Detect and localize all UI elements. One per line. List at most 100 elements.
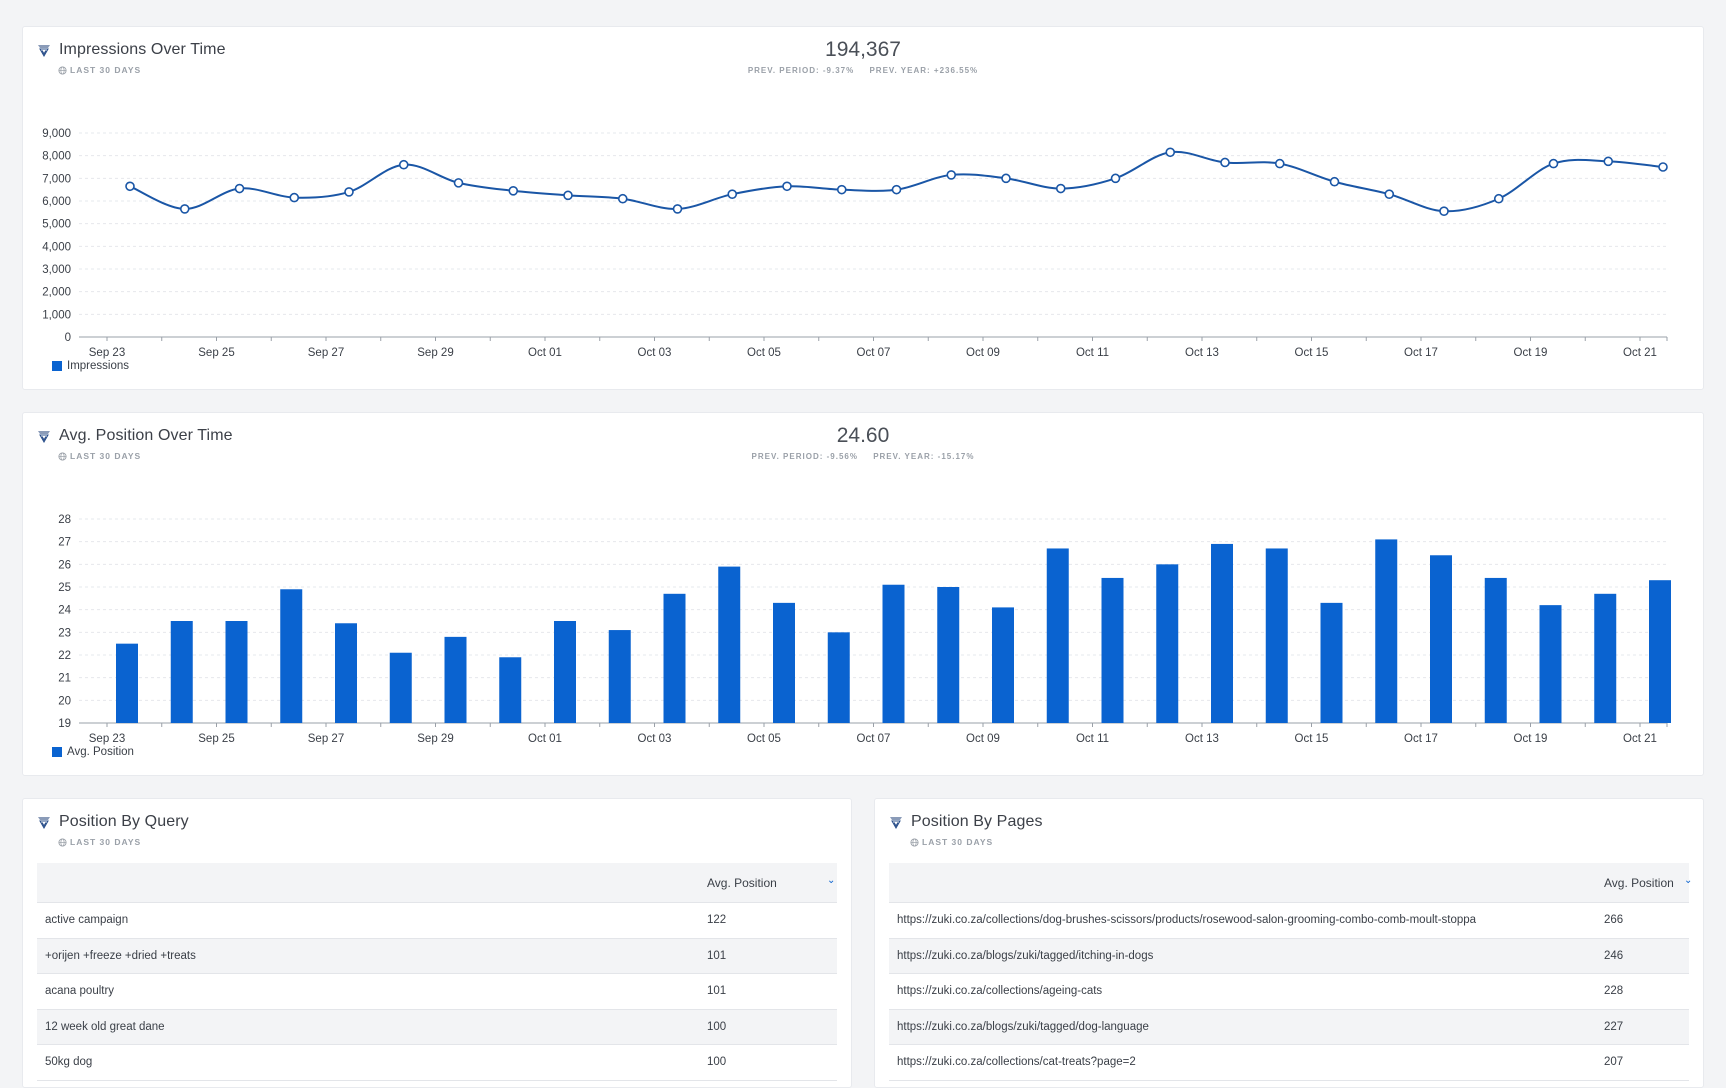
y-tick-label: 3,000 [42, 264, 71, 276]
date-range-label: LAST 30 DAYS [922, 837, 994, 847]
card-title: Position By Query [59, 813, 189, 830]
data-point [1001, 173, 1011, 184]
data-point [179, 204, 190, 214]
globe-icon [910, 837, 919, 847]
row-label: acana poultry [45, 985, 115, 997]
impressions-card: Impressions Over Time LAST 30 DAYS 194,3… [22, 26, 1704, 390]
chart-legend[interactable]: Impressions [52, 360, 129, 372]
table-row[interactable]: 12 week old great dane 100 [37, 1009, 837, 1045]
x-tick-label: Oct 05 [747, 733, 781, 745]
row-avg-position: 100 [707, 1056, 727, 1068]
data-point [1658, 162, 1668, 172]
table-row[interactable]: +orijen +freeze +dried +treats 101 [37, 938, 837, 974]
card-title: Position By Pages [911, 813, 1043, 830]
bar [554, 621, 576, 723]
x-tick-label: Sep 23 [89, 347, 125, 359]
x-tick-label: Oct 03 [638, 733, 672, 745]
x-tick-label: Oct 01 [528, 733, 562, 745]
x-tick-label: Oct 01 [528, 347, 562, 359]
row-label: 50kg dog [45, 1056, 93, 1068]
table-row[interactable]: https://zuki.co.za/collections/ageing-ca… [889, 974, 1689, 1010]
pages-table: Avg. Position ⌄ https://zuki.co.za/colle… [889, 863, 1693, 1081]
x-tick-label: Oct 15 [1295, 347, 1329, 359]
bar [1156, 564, 1179, 723]
bar [1539, 605, 1562, 723]
y-tick-label: 27 [58, 537, 71, 549]
avg-position-metric: 24.60 PREV. PERIOD: -9.56% PREV. YEAR: -… [23, 424, 1703, 461]
x-tick-label: Oct 11 [1076, 347, 1109, 359]
bar [718, 566, 741, 723]
bar [937, 587, 960, 723]
table-body: https://zuki.co.za/collections/dog-brush… [889, 903, 1689, 1081]
bar [1320, 602, 1343, 723]
avg-position-bar-chart: 19 20 21 22 23 24 25 26 27 28 Sep 23 Sep 25 Sep 27 Se… [58, 514, 1671, 745]
y-tick-label: 22 [58, 650, 71, 662]
x-tick-label: Oct 03 [638, 347, 672, 359]
impressions-line-chart: 0 1,000 2,000 3,000 4,000 5,000 6,000 7,000 8,00… [42, 128, 1668, 359]
x-tick-label: Sep 27 [308, 733, 344, 745]
data-point [453, 178, 464, 188]
widget-source-icon [38, 817, 50, 829]
x-tick-label: Sep 25 [198, 733, 234, 745]
row-label: active campaign [45, 914, 129, 926]
table-body: active campaign 122 +orijen +freeze +dried… [37, 903, 837, 1081]
bar [992, 607, 1014, 723]
y-tick-label: 9,000 [42, 128, 71, 140]
y-tick-label: 5,000 [42, 219, 71, 231]
y-tick-label: 7,000 [42, 173, 71, 185]
table-row[interactable]: https://zuki.co.za/collections/dog-brush… [889, 903, 1689, 939]
y-tick-label: 6,000 [42, 196, 71, 208]
x-tick-label: Oct 09 [966, 347, 1000, 359]
row-label: https://zuki.co.za/collections/ageing-ca… [897, 985, 1103, 997]
y-tick-label: 23 [58, 627, 71, 639]
table-row[interactable]: https://zuki.co.za/blogs/zuki/tagged/dog… [889, 1009, 1689, 1045]
data-point [289, 192, 300, 203]
bar [1211, 543, 1233, 723]
column-header-avg-position[interactable]: Avg. Position [1604, 876, 1674, 890]
row-label: https://zuki.co.za/blogs/zuki/tagged/itc… [897, 949, 1154, 962]
sort-chevron-down-icon[interactable]: ⌄ [827, 875, 836, 886]
avg-position-card: Avg. Position Over Time LAST 30 DAYS 24.… [22, 412, 1704, 776]
query-header: Position By Query LAST 30 DAYS [37, 813, 189, 847]
bar [335, 623, 357, 723]
globe-icon [58, 65, 67, 75]
table-row[interactable]: active campaign 122 [37, 903, 837, 939]
chart-legend[interactable]: Avg. Position [52, 746, 134, 758]
bar [773, 602, 795, 723]
data-point [946, 170, 957, 180]
card-title: Impressions Over Time [59, 41, 226, 58]
column-header-avg-position[interactable]: Avg. Position [707, 876, 777, 890]
table-row[interactable]: acana poultry 101 [37, 974, 837, 1010]
legend-swatch [52, 361, 62, 371]
row-label: https://zuki.co.za/blogs/zuki/tagged/dog… [897, 1020, 1149, 1033]
row-avg-position: 228 [1604, 985, 1624, 997]
x-tick-label: Oct 11 [1076, 733, 1109, 745]
data-point [563, 190, 573, 201]
bar [444, 636, 467, 723]
y-tick-label: 0 [65, 332, 71, 344]
position-by-pages-card: Position By Pages LAST 30 DAYS Avg. Posi… [874, 798, 1704, 1088]
table-row[interactable]: https://zuki.co.za/collections/cat-treat… [889, 1045, 1689, 1081]
bar [827, 632, 850, 723]
data-point [344, 187, 354, 197]
x-tick-label: Sep 27 [308, 347, 344, 359]
y-tick-label: 19 [58, 718, 71, 730]
legend-label: Avg. Position [67, 746, 134, 758]
row-label: https://zuki.co.za/collections/dog-brush… [897, 914, 1477, 926]
data-point [125, 181, 135, 192]
sort-chevron-down-icon[interactable]: ⌄ [1684, 875, 1693, 886]
y-tick-label: 26 [58, 559, 71, 571]
x-tick-label: Oct 13 [1185, 347, 1219, 359]
table-row[interactable]: 50kg dog 100 [37, 1045, 837, 1081]
x-tick-label: Oct 19 [1514, 733, 1548, 745]
bar [1649, 580, 1671, 723]
data-point [508, 186, 519, 196]
row-avg-position: 100 [707, 1020, 727, 1033]
x-tick-label: Oct 05 [747, 347, 781, 359]
bar [663, 593, 686, 723]
bar [1594, 593, 1617, 723]
impressions-header: Impressions Over Time LAST 30 DAYS [37, 41, 226, 75]
row-label: https://zuki.co.za/collections/cat-treat… [897, 1056, 1136, 1068]
data-point [1165, 147, 1176, 158]
table-row[interactable]: https://zuki.co.za/blogs/zuki/tagged/itc… [889, 938, 1689, 974]
